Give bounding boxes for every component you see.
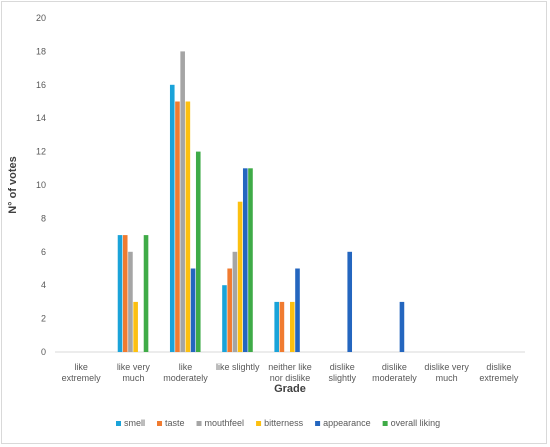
y-tick-label: 0 [41, 347, 46, 357]
bars [117, 51, 405, 353]
bar-mouthfeel [128, 251, 133, 352]
bar-appearance [190, 268, 196, 352]
bar-bitterness [290, 301, 295, 352]
bar-appearance [347, 251, 353, 352]
legend-swatch [157, 421, 163, 426]
bar-bitterness [237, 201, 243, 352]
x-category-label: like extremely [62, 362, 102, 383]
legend-label: appearance [323, 418, 371, 428]
legend-swatch [256, 421, 262, 426]
y-tick-label: 4 [41, 280, 46, 290]
legend-label: taste [165, 418, 185, 428]
x-category-label: dislike extremely [479, 362, 519, 383]
y-tick-label: 12 [36, 147, 46, 157]
y-tick-label: 6 [41, 247, 46, 257]
bar-smell [117, 235, 123, 352]
bar-taste [175, 101, 180, 352]
x-category-label: like moderately [163, 362, 208, 383]
legend-label: smell [124, 418, 145, 428]
bar-taste [279, 301, 285, 352]
y-tick-label: 18 [36, 46, 46, 56]
y-tick-label: 20 [36, 13, 46, 23]
bar-taste [227, 268, 232, 352]
y-tick-label: 10 [36, 180, 46, 190]
legend-swatch [116, 421, 121, 426]
legend: smell taste mouthfeel bitterness appearance o… [116, 418, 440, 428]
bar-appearance [295, 268, 300, 352]
legend-label: overall liking [391, 418, 441, 428]
bar-bitterness [133, 301, 138, 352]
y-axis-title: N° of votes [7, 156, 19, 214]
bar-bitterness [185, 101, 191, 352]
legend-swatch [315, 421, 321, 426]
x-category-label: dislike very much [424, 362, 469, 383]
bar-overall-liking [195, 151, 201, 352]
x-category-label: like slightly [216, 362, 260, 372]
legend-label: mouthfeel [205, 418, 245, 428]
x-category-label: like very much [117, 362, 151, 383]
bar-overall-liking [143, 235, 149, 352]
x-category-label: dislike slightly [328, 362, 356, 383]
x-category-label: neither like nor dislike [268, 362, 312, 383]
x-category-label: dislike moderately [372, 362, 417, 383]
legend-swatch [196, 421, 202, 426]
y-axis-ticks: 0 2 4 6 8 10 12 14 16 18 20 [36, 13, 46, 357]
bar-mouthfeel [180, 51, 185, 353]
y-tick-label: 16 [36, 80, 46, 90]
legend-swatch [382, 421, 388, 426]
bar-overall-liking [248, 168, 253, 352]
y-tick-label: 8 [41, 213, 46, 223]
bar-appearance [242, 168, 248, 352]
bar-smell [169, 84, 175, 353]
bar-taste [122, 235, 128, 352]
bar-mouthfeel [232, 251, 238, 352]
bar-appearance [399, 301, 405, 352]
x-axis-categories: like extremely like very much like moderately… [62, 362, 519, 383]
y-tick-label: 14 [36, 113, 46, 123]
legend-label: bitterness [264, 418, 304, 428]
y-tick-label: 2 [41, 314, 46, 324]
bar-smell [274, 301, 279, 352]
x-axis-title: Grade [274, 383, 306, 395]
bar-smell [222, 285, 227, 352]
